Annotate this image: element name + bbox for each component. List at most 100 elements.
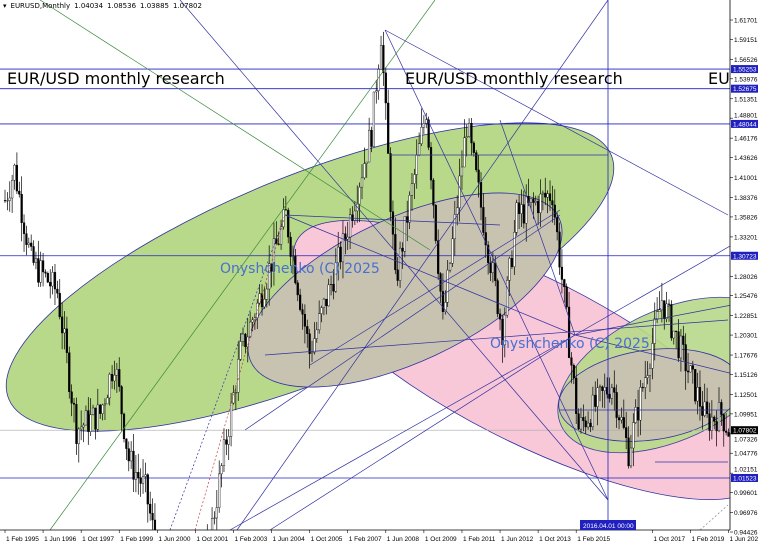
candle-body: [472, 142, 475, 153]
dotted-line[interactable]: [194, 214, 286, 531]
candle-body: [627, 437, 630, 467]
candle-body: [375, 90, 378, 93]
candle-body: [303, 313, 306, 327]
fan-line[interactable]: [574, 229, 758, 336]
candle-body: [713, 416, 716, 422]
fan-line[interactable]: [384, 29, 729, 216]
candle-body: [422, 123, 425, 128]
candle-body: [153, 519, 157, 531]
candle-body: [651, 343, 654, 369]
level-price-badge: [731, 473, 758, 482]
candle-body: [115, 369, 118, 376]
candle-body: [37, 258, 40, 283]
candle-body: [565, 286, 568, 308]
candle-body: [446, 269, 449, 303]
candle-body: [448, 263, 452, 271]
candle-body: [268, 263, 271, 290]
candle-body: [696, 387, 699, 402]
candle-body: [525, 196, 528, 224]
candle-body: [103, 403, 107, 406]
fan-line[interactable]: [229, 334, 576, 531]
current-price-badge: [731, 426, 758, 435]
candle-body: [598, 386, 602, 388]
candle-body: [484, 232, 487, 246]
candle-body: [460, 166, 464, 177]
green-rising-line[interactable]: [49, 0, 436, 531]
candle-body: [522, 204, 525, 224]
candle-body: [227, 436, 230, 445]
candle-body: [689, 365, 692, 373]
candle-body: [341, 233, 345, 263]
candle-body: [310, 352, 314, 354]
candle-body: [27, 242, 30, 245]
price-tick-label: 0.96976: [734, 510, 758, 517]
price-tick-label: 1.17676: [734, 353, 758, 360]
fan-line[interactable]: [179, 0, 609, 501]
trend-lines: [39, 0, 758, 531]
time-tick-label: 1 Oct 2001: [196, 536, 228, 543]
candle-body: [263, 299, 266, 308]
candle-body: [498, 313, 502, 320]
dotted-line[interactable]: [699, 504, 729, 531]
fan-line[interactable]: [574, 334, 758, 381]
candle-body: [253, 317, 256, 321]
candle-body: [634, 407, 637, 423]
candle-body: [84, 410, 88, 426]
time-tick-label: 1 Jun 2012: [501, 536, 534, 543]
dropdown-triangle-icon[interactable]: ▾: [3, 2, 7, 10]
candle-body: [717, 402, 721, 432]
fan-line[interactable]: [236, 0, 609, 531]
candle-body: [458, 175, 461, 209]
candle-body: [453, 214, 456, 240]
candle-body: [149, 503, 152, 514]
candle-body: [686, 370, 690, 373]
price-scale[interactable]: 1.61701 1.59151 1.56526 1.53976 1.51351 1.488…: [730, 18, 758, 537]
candle-body: [591, 394, 594, 428]
time-scale[interactable]: 1 Feb 1995 1 Jun 1996 1 Oct 1997 1 Feb 1999…: [4, 530, 758, 543]
fan-line[interactable]: [284, 214, 576, 336]
fan-line[interactable]: [244, 214, 561, 431]
candle-body: [629, 447, 633, 467]
fan-line[interactable]: [309, 209, 561, 366]
candle-body: [663, 300, 666, 319]
candle-body: [537, 201, 540, 214]
candle-body: [489, 262, 492, 274]
level-price-label: 1.55253: [733, 67, 757, 74]
candle-body: [434, 205, 437, 241]
time-tick-label: 1 Oct 2005: [311, 536, 343, 543]
candle-body: [656, 311, 659, 319]
candle-body: [632, 422, 635, 449]
candle-body: [441, 291, 445, 312]
candle-body: [215, 507, 218, 519]
candle-body: [670, 304, 673, 339]
candle-body: [329, 283, 333, 286]
fan-line[interactable]: [384, 29, 609, 501]
candle-body: [141, 476, 145, 484]
research-title-right: EU: [708, 69, 730, 88]
candle-body: [260, 293, 264, 308]
candle-body: [665, 303, 668, 319]
fan-line[interactable]: [284, 214, 501, 226]
candle-body: [346, 236, 349, 240]
candle-body: [325, 298, 328, 307]
candle-body: [218, 473, 221, 508]
green-diagonal-line[interactable]: [39, 0, 431, 251]
fan-line[interactable]: [269, 334, 576, 531]
candle-body: [251, 319, 254, 323]
candle-body: [210, 518, 214, 531]
candle-body: [239, 341, 242, 360]
time-tick-label: 1 Oct 2009: [425, 536, 457, 543]
candle-body: [575, 377, 578, 414]
candle-body: [68, 352, 71, 393]
candle-body: [256, 302, 259, 319]
candle-body: [379, 45, 383, 70]
fan-line[interactable]: [264, 319, 729, 356]
candle-body: [270, 263, 273, 272]
candle-body: [20, 193, 23, 223]
candle-body: [75, 404, 78, 444]
fan-line[interactable]: [499, 119, 576, 336]
candle-body: [244, 333, 247, 348]
candle-body: [287, 209, 290, 238]
